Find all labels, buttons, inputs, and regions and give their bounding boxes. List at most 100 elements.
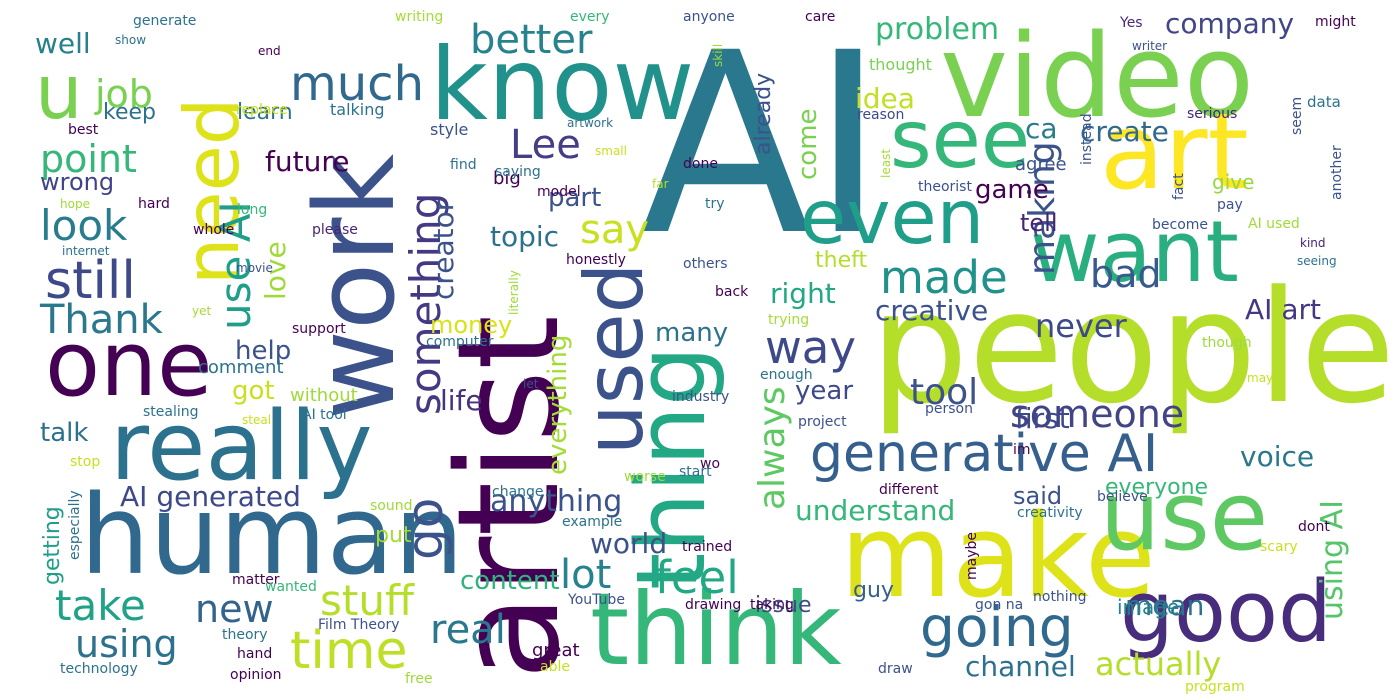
cloud-word: model — [537, 184, 581, 200]
cloud-word: honestly — [566, 252, 626, 268]
cloud-word: point — [40, 137, 137, 181]
cloud-word: support — [292, 321, 346, 337]
cloud-word: nothing — [1033, 589, 1087, 605]
cloud-word: creativity — [1017, 505, 1083, 521]
cloud-word: serious — [1187, 106, 1238, 122]
cloud-word: ca — [1025, 112, 1058, 145]
cloud-word: image — [1117, 595, 1180, 619]
cloud-word: thought — [869, 55, 932, 74]
cloud-word: part — [548, 183, 602, 213]
cloud-word: though — [1202, 335, 1252, 351]
cloud-word: right — [770, 277, 836, 310]
cloud-word: comment — [198, 357, 284, 378]
cloud-word: think — [590, 571, 842, 688]
cloud-word: say — [580, 207, 650, 253]
cloud-word: project — [798, 414, 847, 430]
cloud-word: big — [493, 168, 521, 189]
cloud-word: topic — [490, 220, 560, 253]
cloud-word: agree — [1015, 154, 1067, 175]
cloud-word: believe — [1097, 489, 1148, 505]
cloud-word: hand — [237, 646, 273, 662]
cloud-word: hard — [138, 196, 170, 212]
cloud-word: writer — [1132, 39, 1168, 53]
cloud-word: able — [540, 659, 570, 675]
cloud-word: theory — [222, 627, 268, 643]
cloud-word: feel — [655, 551, 739, 604]
cloud-word: world — [590, 527, 668, 560]
cloud-word: never — [1035, 307, 1127, 345]
cloud-word: long — [237, 202, 268, 218]
cloud-word: look — [40, 201, 128, 250]
cloud-word: u — [35, 48, 83, 136]
cloud-word: work — [291, 153, 419, 420]
cloud-word: technology — [60, 661, 138, 677]
cloud-word: scary — [1260, 539, 1298, 555]
cloud-word: replace — [236, 102, 288, 118]
cloud-word: company — [1165, 7, 1295, 40]
cloud-word: got — [232, 376, 275, 406]
cloud-word: seeing — [1297, 254, 1337, 268]
cloud-word: internet — [62, 244, 110, 258]
cloud-word: example — [562, 514, 623, 530]
cloud-word: always — [752, 386, 793, 510]
cloud-word: seem — [1289, 96, 1305, 135]
cloud-word: data — [1307, 93, 1341, 111]
cloud-word: please — [312, 222, 358, 238]
cloud-word: theorist — [918, 179, 972, 195]
cloud-word: way — [765, 321, 857, 374]
cloud-word: computer — [426, 334, 494, 350]
cloud-word: help — [235, 336, 292, 366]
cloud-word: made — [880, 251, 1008, 304]
cloud-word: great — [532, 640, 580, 661]
cloud-word: channel — [965, 650, 1076, 683]
cloud-word: see — [890, 93, 1031, 186]
cloud-word: let — [523, 377, 539, 391]
cloud-word: keep — [103, 100, 156, 125]
cloud-word: another — [1329, 145, 1345, 200]
cloud-word: good — [1120, 563, 1332, 662]
cloud-word: literally — [507, 270, 521, 315]
cloud-word: someone — [1010, 392, 1185, 436]
cloud-word: done — [683, 156, 718, 172]
cloud-word: well — [35, 27, 91, 60]
cloud-word: new — [195, 587, 274, 631]
cloud-word: understand — [795, 494, 956, 527]
cloud-word: problem — [875, 12, 1000, 47]
cloud-word: job — [95, 72, 153, 116]
cloud-word: better — [470, 17, 593, 63]
cloud-word: already — [751, 72, 776, 155]
cloud-word: everyone — [1105, 475, 1209, 500]
cloud-word: may — [1247, 371, 1274, 385]
cloud-word: stop — [70, 454, 101, 470]
cloud-word: said — [1013, 482, 1063, 510]
cloud-word: wanted — [265, 579, 317, 595]
cloud-word: reason — [857, 107, 905, 123]
cloud-word: tell — [1020, 209, 1058, 237]
cloud-word: take — [55, 581, 146, 630]
cloud-word: video — [940, 10, 1255, 144]
cloud-word: skill — [711, 43, 725, 67]
cloud-word: might — [1315, 14, 1356, 30]
cloud-word: hope — [60, 197, 90, 211]
cloud-word: year — [795, 376, 854, 406]
cloud-word: artwork — [567, 116, 614, 130]
cloud-word: AI art — [1245, 293, 1321, 326]
cloud-word: kind — [1300, 236, 1326, 250]
cloud-word: im — [1013, 442, 1031, 458]
cloud-word: maybe — [964, 531, 980, 580]
cloud-word: first — [1015, 402, 1070, 435]
cloud-word: going — [920, 595, 1074, 659]
cloud-word: best — [68, 122, 99, 138]
cloud-word: AI used — [1248, 216, 1300, 232]
cloud-word: money — [430, 311, 513, 339]
cloud-word: anyone — [683, 9, 735, 25]
cloud-word: AI — [640, 0, 885, 290]
cloud-word: program — [1185, 679, 1245, 695]
cloud-word: give — [1212, 170, 1255, 194]
cloud-word: people — [870, 257, 1396, 438]
cloud-word: human — [80, 471, 464, 599]
cloud-word: stuff — [320, 576, 414, 625]
cloud-word: steal — [242, 413, 272, 427]
cloud-word: use — [1100, 462, 1269, 572]
